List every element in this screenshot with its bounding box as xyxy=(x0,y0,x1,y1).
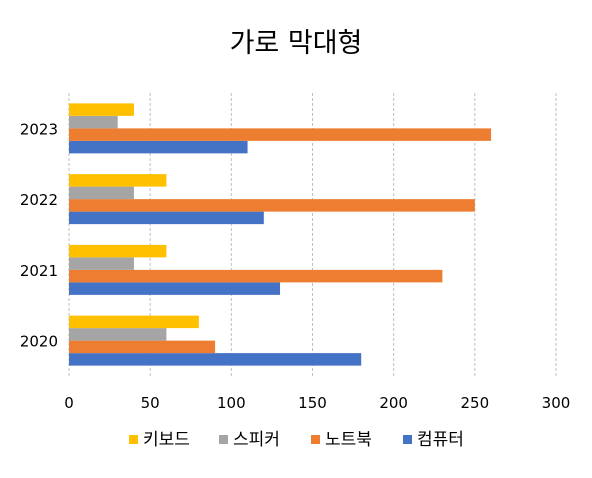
bar-2022-노트북 xyxy=(69,199,475,212)
legend-swatch xyxy=(403,435,412,444)
bar-2020-컴퓨터 xyxy=(69,353,362,366)
category-label: 2021 xyxy=(20,262,58,280)
legend-swatch xyxy=(129,435,138,444)
category-axis-labels: 2020 2021 2022 2023 xyxy=(20,120,58,350)
bar-2023-스피커 xyxy=(69,115,118,129)
bar-2021-키보드 xyxy=(69,244,167,258)
bar-2020-노트북 xyxy=(69,340,216,354)
tick-label: 50 xyxy=(141,394,160,412)
bar-2020-키보드 xyxy=(69,315,199,329)
bar-2021-컴퓨터 xyxy=(69,282,281,295)
legend-label: 스피커 xyxy=(233,430,280,450)
category-label: 2020 xyxy=(20,333,58,351)
bar-2023-노트북 xyxy=(69,128,492,141)
value-axis-labels: 0 50 100 150 200 250 300 xyxy=(64,394,570,412)
legend-label: 컴퓨터 xyxy=(417,430,464,450)
legend-label: 노트북 xyxy=(325,430,372,450)
category-label: 2023 xyxy=(20,120,58,138)
legend-label: 키보드 xyxy=(143,430,190,450)
category-label: 2022 xyxy=(20,191,58,209)
legend-swatch xyxy=(311,435,320,444)
tick-label: 300 xyxy=(542,394,571,412)
bar-2022-스피커 xyxy=(69,186,134,200)
tick-label: 0 xyxy=(64,394,74,412)
legend: 키보드 스피커 노트북 컴퓨터 xyxy=(129,430,464,450)
bar-2023-컴퓨터 xyxy=(69,140,248,154)
bar-2021-노트북 xyxy=(69,269,443,283)
bar-2023-키보드 xyxy=(69,103,134,116)
bars xyxy=(69,103,492,366)
tick-label: 250 xyxy=(461,394,490,412)
tick-label: 100 xyxy=(217,394,246,412)
bar-2022-컴퓨터 xyxy=(69,211,264,225)
bar-2021-스피커 xyxy=(69,257,134,270)
tick-label: 200 xyxy=(379,394,408,412)
chart-title: 가로 막대형 xyxy=(230,28,363,59)
tick-label: 150 xyxy=(298,394,327,412)
bar-2020-스피커 xyxy=(69,328,167,341)
legend-swatch xyxy=(219,435,228,444)
bar-2022-키보드 xyxy=(69,174,167,187)
